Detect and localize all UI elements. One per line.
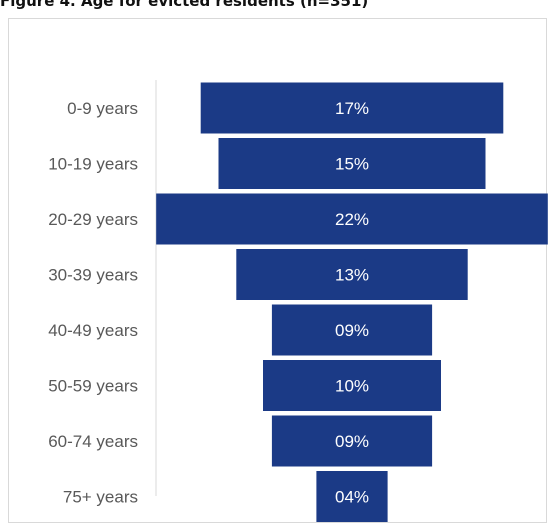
category-label-30-39-years: 30-39 years (48, 266, 138, 285)
data-label-50-59-years: 10% (335, 377, 369, 396)
bar-60-74-years (271, 415, 433, 467)
data-labels: 17% 15% 22% 13% 09% 10% 09% 04% (335, 99, 369, 507)
bar-20-29-years (156, 193, 548, 245)
category-labels: 0-9 years 10-19 years 20-29 years 30-39 yea… (48, 99, 138, 507)
bar-50-59-years (263, 360, 441, 411)
chart-title: Figure 4. Age for evicted residents (n=3… (0, 0, 369, 10)
bar-10-19-years (218, 138, 486, 189)
category-label-40-49-years: 40-49 years (48, 321, 138, 340)
bar-30-39-years (236, 249, 468, 300)
data-label-60-74-years: 09% (335, 432, 369, 451)
data-label-20-29-years: 22% (335, 210, 369, 229)
category-label-50-59-years: 50-59 years (48, 377, 138, 396)
data-label-75-years: 04% (335, 488, 369, 507)
bars-group (156, 82, 548, 522)
data-label-10-19-years: 15% (335, 155, 369, 174)
data-label-40-49-years: 09% (335, 321, 369, 340)
category-label-10-19-years: 10-19 years (48, 155, 138, 174)
data-label-30-39-years: 13% (335, 266, 369, 285)
category-label-0-9-years: 0-9 years (67, 99, 138, 118)
category-label-20-29-years: 20-29 years (48, 210, 138, 229)
bar-40-49-years (271, 304, 433, 356)
bar-75-years (316, 471, 388, 522)
bar-0-9-years (200, 82, 504, 134)
data-label-0-9-years: 17% (335, 99, 369, 118)
category-label-75-years: 75+ years (63, 488, 138, 507)
category-label-60-74-years: 60-74 years (48, 432, 138, 451)
